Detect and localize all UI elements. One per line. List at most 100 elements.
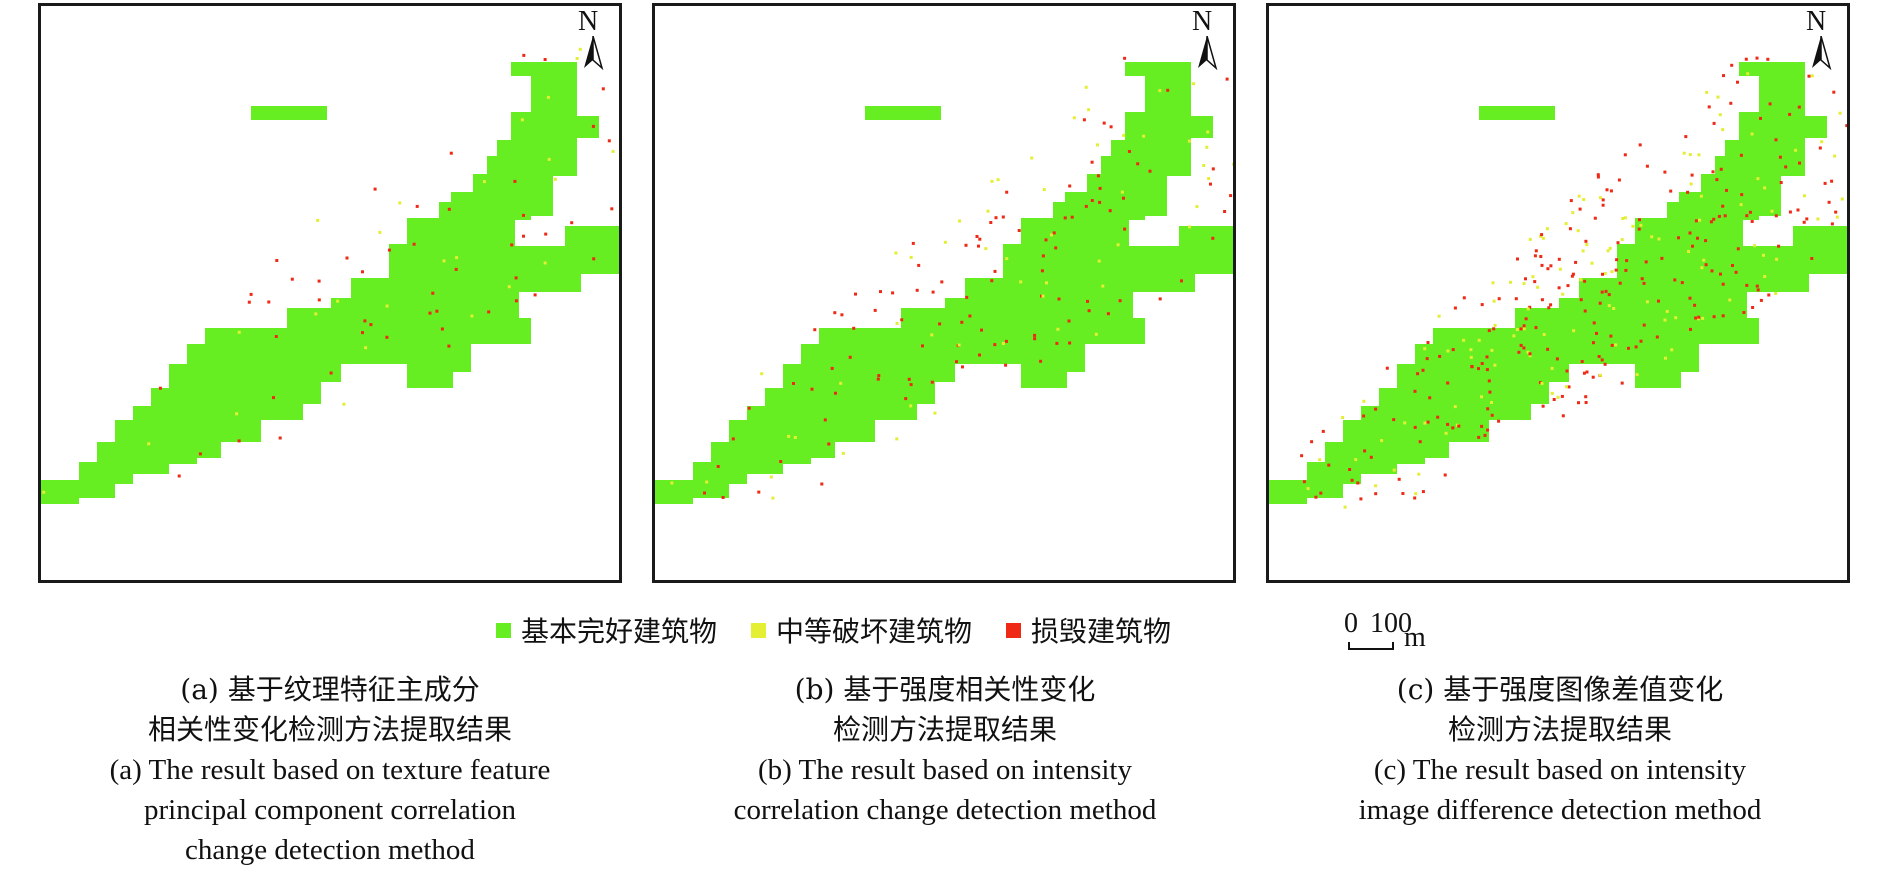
damage-pixel: [1555, 357, 1559, 361]
damage-pixel: [1759, 298, 1763, 302]
damage-pixel: [1698, 218, 1702, 222]
damage-pixel: [1118, 299, 1122, 303]
damage-pixel: [852, 326, 856, 330]
caption-a-zh-1: (a) 基于纹理特征主成分: [180, 673, 480, 706]
damage-pixel: [1830, 179, 1834, 183]
damage-pixel: [1620, 381, 1624, 385]
damage-pixel: [1359, 497, 1363, 501]
damage-pixel: [1616, 241, 1620, 245]
damage-pixel: [1413, 425, 1417, 429]
damage-pixel: [965, 295, 969, 299]
damage-pixel: [1689, 327, 1692, 331]
damage-pixel: [520, 118, 524, 122]
damage-pixel: [1610, 343, 1614, 347]
damage-pixel: [361, 331, 364, 335]
damage-pixel: [1762, 253, 1765, 257]
damage-pixel: [1721, 282, 1725, 286]
damage-pixel: [1745, 214, 1749, 218]
damage-pixel: [1192, 82, 1196, 86]
caption-b-zh-1: (b) 基于强度相关性变化: [794, 673, 1096, 706]
damage-pixel: [993, 343, 997, 347]
damage-pixel: [1688, 296, 1692, 300]
damage-pixel: [1579, 298, 1583, 302]
damage-pixel: [522, 234, 525, 238]
damage-map-b: [655, 56, 1233, 504]
damage-pixel: [1637, 227, 1641, 231]
damage-pixel: [1067, 319, 1071, 323]
damage-pixel: [930, 333, 934, 337]
damage-pixel: [1600, 358, 1604, 362]
damage-pixel: [1723, 214, 1727, 218]
damage-pixel: [1542, 333, 1546, 336]
damage-pixel: [1582, 371, 1586, 375]
damage-pixel: [1655, 335, 1659, 339]
damage-pixel: [1644, 260, 1648, 264]
damage-pixel: [1712, 217, 1716, 221]
damage-pixel: [1833, 154, 1837, 158]
damage-pixel: [543, 261, 547, 265]
damage-pixel: [1041, 294, 1045, 298]
damage-pixel: [895, 321, 899, 325]
damage-pixel: [1600, 290, 1604, 294]
footprint-block: [1479, 106, 1519, 120]
damage-pixel: [1522, 346, 1526, 350]
damage-pixel: [1680, 281, 1684, 285]
damage-pixel: [1582, 198, 1586, 201]
damage-pixel: [1739, 203, 1743, 207]
damage-pixel: [1750, 220, 1754, 223]
damage-pixel: [275, 259, 279, 262]
damage-pixel: [1674, 316, 1678, 320]
damage-pixel: [1477, 338, 1481, 342]
damage-pixel: [607, 139, 611, 143]
damage-pixel: [1321, 429, 1325, 433]
damage-pixel: [1673, 278, 1677, 282]
damage-pixel: [1096, 174, 1100, 178]
damage-pixel: [1755, 56, 1759, 60]
damage-pixel: [1546, 347, 1550, 351]
damage-pixel: [1784, 165, 1788, 169]
damage-pixel: [1670, 348, 1674, 352]
caption-a-en-3: change detection method: [185, 834, 475, 866]
damage-speckle: [670, 56, 1233, 500]
damage-pixel: [1538, 381, 1542, 385]
damage-pixel: [1798, 161, 1801, 165]
damage-pixel: [1180, 279, 1183, 283]
damage-pixel: [1533, 254, 1537, 258]
north-label: N: [1192, 6, 1213, 37]
damage-pixel: [1631, 224, 1635, 228]
damage-pixel: [342, 402, 346, 406]
damage-pixel: [1549, 303, 1553, 307]
damage-pixel: [1106, 312, 1110, 316]
damage-pixel: [1477, 435, 1481, 439]
damage-pixel: [1087, 108, 1091, 112]
damage-pixel: [792, 382, 795, 385]
damage-pixel: [1607, 293, 1611, 297]
damage-speckle: [42, 47, 615, 494]
damage-map-c: [1269, 47, 1847, 509]
damage-pixel: [514, 299, 518, 303]
damage-pixel: [1229, 194, 1233, 198]
damage-pixel: [316, 218, 320, 222]
damage-pixel: [1719, 167, 1723, 171]
damage-pixel: [990, 179, 994, 183]
damage-pixel: [1561, 292, 1565, 296]
damage-pixel: [1033, 333, 1037, 337]
scale-start: 0: [1344, 608, 1358, 639]
damage-pixel: [917, 263, 921, 267]
damage-pixel: [1574, 260, 1578, 264]
damage-pixel: [841, 451, 845, 455]
damage-pixel: [771, 496, 775, 500]
damage-pixel: [1314, 495, 1318, 499]
damage-pixel: [1001, 215, 1005, 219]
damage-pixel: [1526, 350, 1530, 354]
damage-pixel: [1470, 365, 1474, 369]
damage-pixel: [455, 256, 459, 260]
damage-pixel: [1341, 416, 1345, 419]
damage-pixel: [1721, 314, 1725, 318]
damage-pixel: [1082, 118, 1086, 122]
caption-a-en-1: (a) The result based on texture feature: [109, 754, 551, 786]
damage-pixel: [769, 475, 773, 479]
damage-pixel: [1438, 354, 1442, 358]
damage-pixel: [1592, 341, 1595, 345]
damage-pixel: [1541, 404, 1545, 408]
